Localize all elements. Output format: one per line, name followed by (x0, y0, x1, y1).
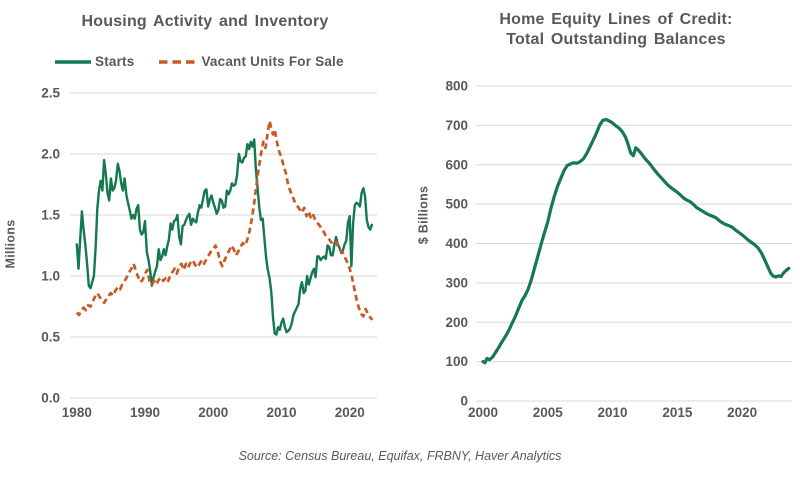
svg-text:2000: 2000 (468, 405, 498, 420)
svg-text:300: 300 (445, 275, 468, 290)
svg-text:2015: 2015 (662, 405, 693, 420)
svg-text:2010: 2010 (266, 405, 296, 420)
vacant-units-legend-label: Vacant Units For Sale (201, 54, 344, 69)
starts-line-swatch (55, 59, 91, 64)
svg-text:100: 100 (445, 354, 468, 369)
svg-text:2.5: 2.5 (41, 86, 60, 101)
svg-text:1.0: 1.0 (41, 269, 60, 284)
heloc-chart-title: Home Equity Lines of Credit: Total Outst… (420, 10, 800, 50)
housing-chart-legend: Starts Vacant Units For Sale (54, 54, 344, 69)
svg-text:2010: 2010 (598, 405, 628, 420)
legend-item-vacant-units: Vacant Units For Sale (158, 54, 344, 69)
svg-text:800: 800 (445, 79, 468, 94)
svg-text:2020: 2020 (727, 405, 757, 420)
svg-text:1.5: 1.5 (41, 208, 60, 223)
svg-text:0: 0 (460, 394, 468, 409)
housing-chart-plot: 0.0 0.5 1.0 1.5 2.0 2.5 1980 1990 2000 2010 2020 (41, 86, 377, 420)
svg-text:0.5: 0.5 (41, 330, 60, 345)
svg-text:2000: 2000 (198, 405, 228, 420)
starts-legend-label: Starts (95, 54, 135, 69)
svg-text:2005: 2005 (533, 405, 564, 420)
source-note: Source: Census Bureau, Equifax, FRBNY, H… (238, 449, 562, 463)
svg-text:500: 500 (445, 197, 468, 212)
legend-item-starts: Starts (54, 54, 134, 69)
housing-chart-title: Housing Activity and Inventory (81, 13, 329, 30)
svg-text:1990: 1990 (130, 405, 160, 420)
svg-text:0.0: 0.0 (41, 391, 60, 406)
svg-text:200: 200 (445, 315, 468, 330)
svg-text:700: 700 (445, 118, 468, 133)
svg-text:2.0: 2.0 (41, 147, 60, 162)
vacant-units-line-swatch (159, 59, 199, 64)
heloc-chart-title-line1: Home Equity Lines of Credit: (499, 11, 733, 28)
heloc-chart-title-line2: Total Outstanding Balances (506, 31, 726, 48)
svg-text:1980: 1980 (62, 405, 92, 420)
svg-text:400: 400 (445, 236, 468, 251)
svg-text:2020: 2020 (335, 405, 365, 420)
heloc-chart-plot: 0 100 200 300 400 500 600 700 800 2000 2005 2010 201… (445, 79, 792, 420)
svg-text:600: 600 (445, 157, 468, 172)
